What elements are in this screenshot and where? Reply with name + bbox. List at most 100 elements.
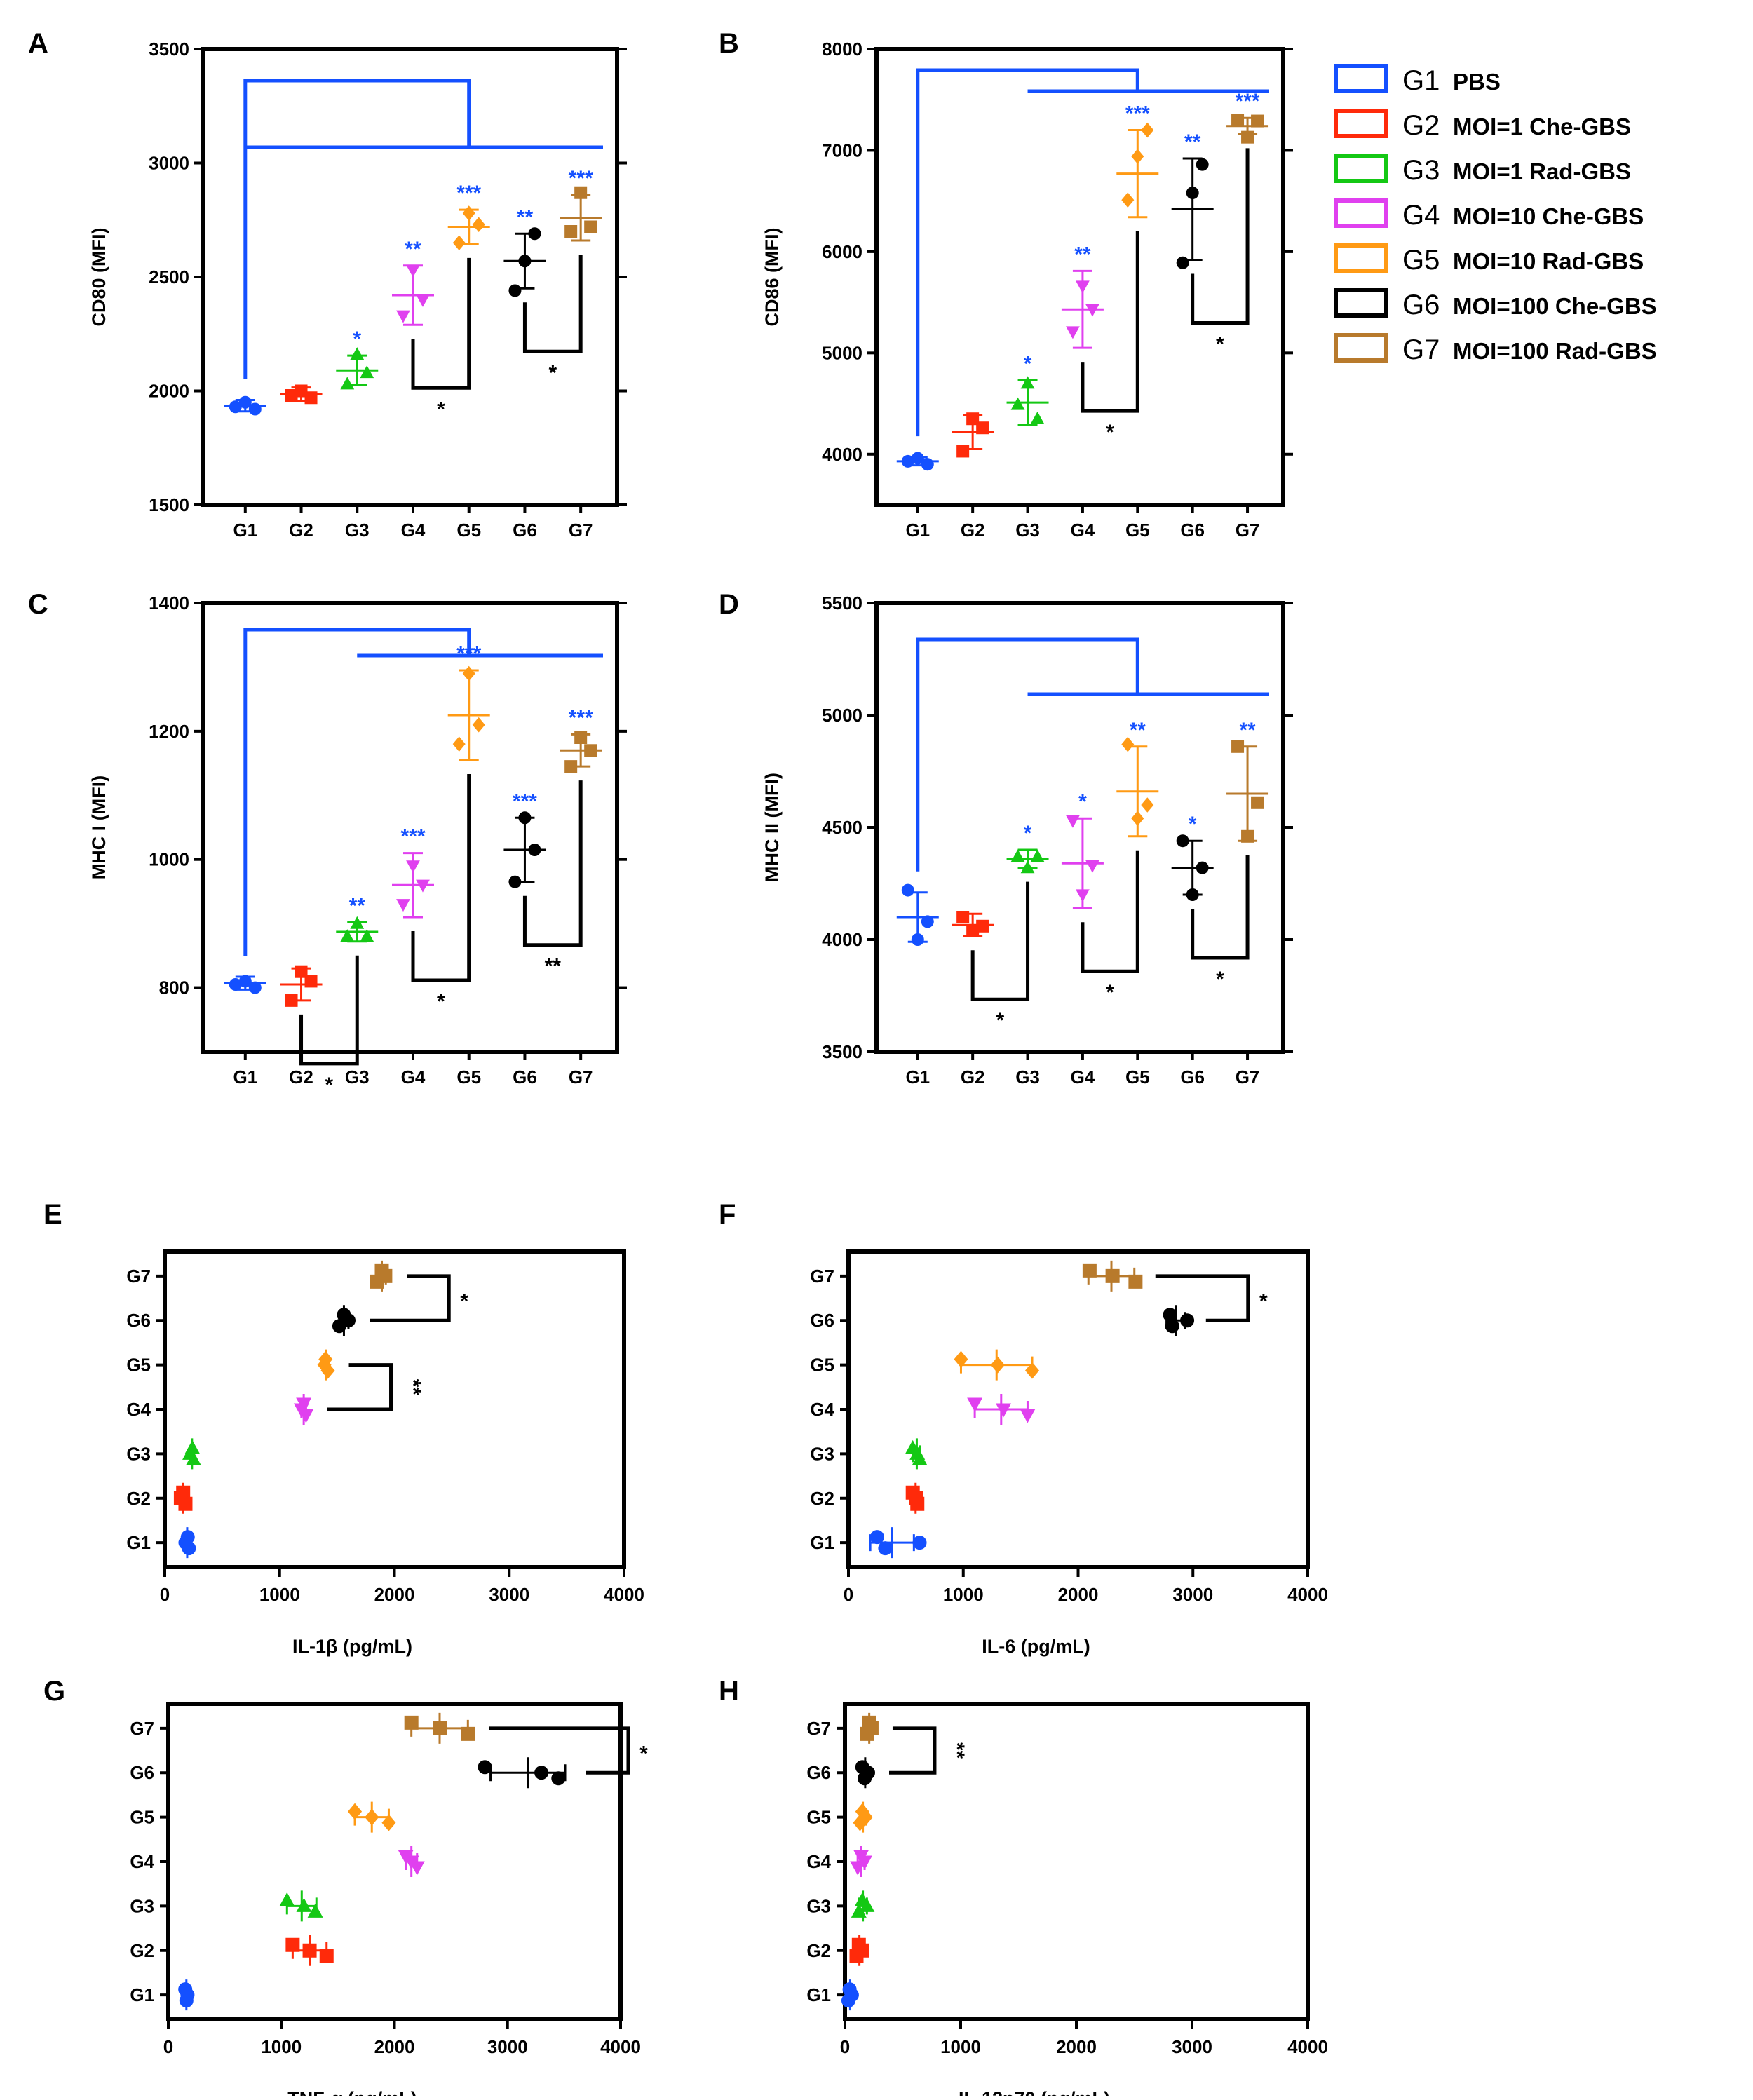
x-tick-label: 0: [844, 1584, 853, 1605]
y-axis-title: MHC I (MFI): [88, 775, 109, 879]
x-tick-label: G3: [345, 1066, 370, 1088]
data-point: [1241, 130, 1254, 144]
plot-frame: [201, 601, 619, 1054]
y-tick-label: G6: [806, 1762, 831, 1783]
data-point: [878, 1541, 893, 1556]
panel-e: E 0 1000 2000 3000 4000 G1 G2 G3 G4 G5 G6 G7 IL-1β (p…: [43, 1199, 644, 1657]
significance-star: **: [517, 205, 534, 229]
data-point: [381, 1814, 396, 1831]
legend-label: MOI=100 Rad-GBS: [1453, 338, 1657, 364]
data-point: [508, 284, 522, 297]
y-tick-label: 5000: [822, 705, 862, 726]
significance-star: ***: [513, 790, 537, 813]
legend-group: G7: [1402, 334, 1440, 365]
comparison-bracket: [411, 774, 471, 982]
data-point: [1141, 797, 1154, 813]
y-tick-label: 2500: [149, 266, 189, 287]
y-tick-label: G7: [806, 1718, 831, 1739]
data-point: [1025, 1362, 1039, 1379]
data-point: [370, 1274, 384, 1289]
x-tick-label: G1: [233, 1066, 257, 1088]
y-tick-label: 5500: [822, 592, 862, 614]
x-tick-label: G5: [1125, 1066, 1150, 1088]
x-tick-label: 4000: [604, 1584, 644, 1605]
data-point: [416, 879, 430, 893]
data-point: [851, 1903, 867, 1918]
y-tick-label: G1: [806, 1984, 831, 2005]
data-point: [365, 1808, 379, 1826]
x-axis-title: TNF-α (pg/mL): [287, 2088, 417, 2096]
x-tick-label: 4000: [1287, 2036, 1328, 2057]
bracket-label: *: [639, 1742, 648, 1766]
x-tick-label: G1: [905, 1066, 930, 1088]
data-point: [182, 1541, 196, 1556]
x-tick-label: G6: [1180, 1066, 1205, 1088]
y-tick-label: G5: [130, 1807, 154, 1828]
legend-swatch: [1334, 154, 1388, 183]
panel-c: C 800 1000 1200 1400 G1 G2 G3 G4 G5 G6 G7 MHC I (MFI…: [28, 589, 627, 1097]
x-tick-label: G2: [961, 520, 985, 541]
data-point: [416, 294, 430, 307]
comparison-bracket: [299, 955, 359, 1066]
significance-star: **: [1074, 243, 1091, 266]
y-tick-label: 1400: [149, 592, 189, 614]
data-point: [248, 981, 262, 994]
data-point: [409, 1861, 425, 1876]
data-point: [307, 1903, 323, 1918]
data-point: [404, 1715, 419, 1730]
x-tick-label: G5: [456, 520, 481, 541]
x-tick-label: G7: [1236, 1066, 1260, 1088]
data-point: [396, 899, 410, 912]
legend-label: MOI=1 Che-GBS: [1453, 114, 1631, 140]
x-tick-label: 4000: [1287, 1584, 1328, 1605]
legend-group: G2: [1402, 110, 1440, 141]
data-point: [574, 186, 588, 199]
data-point: [912, 1536, 927, 1550]
comparison-bracket: [889, 1726, 937, 1775]
y-tick-label: G5: [806, 1807, 831, 1828]
data-point: [528, 227, 541, 241]
panel-label: D: [719, 589, 739, 620]
data-point: [248, 402, 262, 416]
data-point: [472, 717, 485, 733]
data-point: [1076, 280, 1090, 294]
data-point: [518, 811, 532, 825]
x-tick-label: 2000: [374, 1584, 415, 1605]
x-tick-label: G4: [401, 520, 426, 541]
bracket-label: *: [1216, 968, 1224, 991]
data-point: [1020, 1409, 1036, 1423]
data-point: [976, 421, 989, 435]
significance-star: *: [1189, 813, 1197, 836]
significance-star: ***: [456, 182, 481, 205]
x-tick-label: G3: [1015, 1066, 1040, 1088]
x-tick-label: 1000: [261, 2036, 302, 2057]
x-tick-label: 3000: [1172, 1584, 1213, 1605]
significance-star: **: [349, 894, 366, 917]
data-point: [1066, 815, 1080, 828]
data-point: [853, 1814, 867, 1831]
data-point: [304, 975, 318, 988]
data-point: [584, 744, 597, 757]
data-point: [1241, 829, 1254, 843]
data-point: [956, 911, 970, 923]
x-tick-label: 0: [163, 2036, 173, 2057]
bracket-label: *: [548, 361, 557, 384]
data-point: [901, 454, 914, 468]
data-point: [285, 389, 298, 402]
x-tick-label: 1000: [943, 1584, 984, 1605]
comparison-bracket: [370, 1274, 451, 1322]
y-axis-title: CD80 (MFI): [88, 228, 109, 327]
x-tick-label: G4: [1071, 1066, 1095, 1088]
significance-star: ***: [569, 167, 593, 190]
significance-connector: [243, 628, 471, 956]
legend-label: MOI=10 Rad-GBS: [1453, 248, 1644, 274]
data-point: [452, 235, 466, 251]
legend-swatch: [1334, 333, 1388, 363]
x-tick-label: G5: [456, 1066, 481, 1088]
y-tick-label: G2: [806, 1940, 831, 1961]
x-tick-label: 4000: [600, 2036, 641, 2057]
data-point: [185, 1451, 201, 1465]
data-point: [1121, 192, 1135, 208]
y-tick-label: G1: [810, 1532, 834, 1553]
